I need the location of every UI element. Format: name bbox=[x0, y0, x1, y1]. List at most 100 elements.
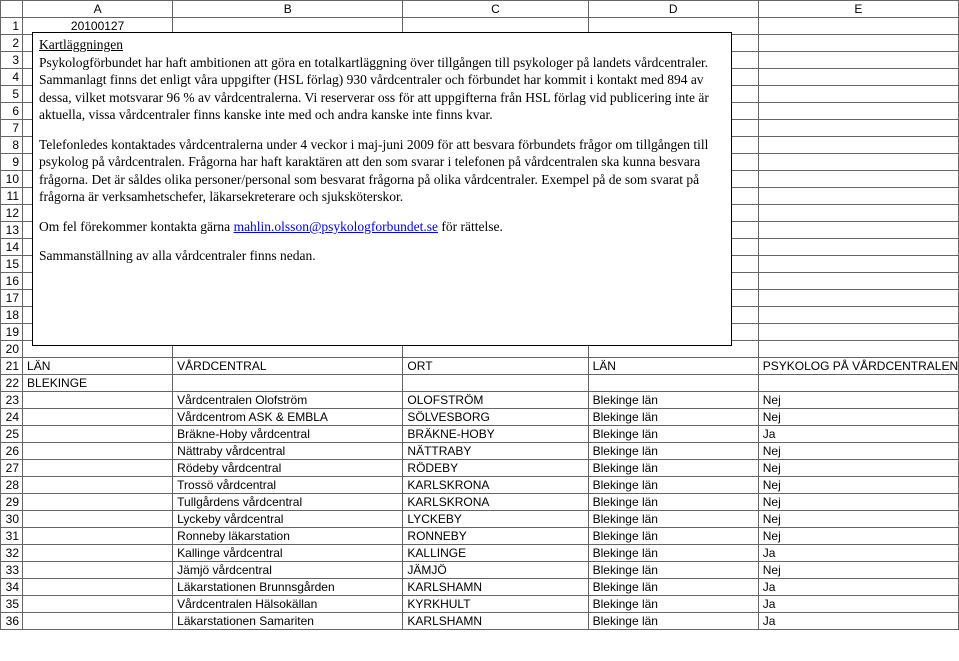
row-header[interactable]: 32 bbox=[1, 545, 23, 562]
row-header[interactable]: 14 bbox=[1, 239, 23, 256]
cell[interactable] bbox=[758, 341, 958, 358]
cell-ort[interactable]: BRÄKNE-HOBY bbox=[403, 426, 588, 443]
cell-vardcentral[interactable]: Bräkne-Hoby vårdcentral bbox=[173, 426, 403, 443]
row-header[interactable]: 5 bbox=[1, 86, 23, 103]
cell-ort[interactable]: KARLSKRONA bbox=[403, 477, 588, 494]
cell-psykolog[interactable]: Nej bbox=[758, 392, 958, 409]
cell-vardcentral[interactable]: Läkarstationen Brunnsgården bbox=[173, 579, 403, 596]
region-blekinge[interactable]: BLEKINGE bbox=[23, 375, 173, 392]
row-header[interactable]: 26 bbox=[1, 443, 23, 460]
row-header[interactable]: 35 bbox=[1, 596, 23, 613]
cell-ort[interactable]: KARLSHAMN bbox=[403, 579, 588, 596]
cell[interactable] bbox=[588, 375, 758, 392]
cell[interactable] bbox=[758, 324, 958, 341]
row-header[interactable]: 10 bbox=[1, 171, 23, 188]
cell[interactable] bbox=[23, 562, 173, 579]
hdr-lan[interactable]: LÄN bbox=[23, 358, 173, 375]
cell[interactable] bbox=[23, 460, 173, 477]
cell-lan[interactable]: Blekinge län bbox=[588, 477, 758, 494]
cell[interactable] bbox=[758, 307, 958, 324]
cell[interactable] bbox=[758, 154, 958, 171]
cell[interactable] bbox=[758, 222, 958, 239]
cell-lan[interactable]: Blekinge län bbox=[588, 443, 758, 460]
cell-lan[interactable]: Blekinge län bbox=[588, 460, 758, 477]
cell[interactable] bbox=[758, 171, 958, 188]
cell-psykolog[interactable]: Ja bbox=[758, 545, 958, 562]
row-header[interactable]: 25 bbox=[1, 426, 23, 443]
cell[interactable] bbox=[758, 35, 958, 52]
row-header[interactable]: 19 bbox=[1, 324, 23, 341]
cell[interactable] bbox=[23, 494, 173, 511]
cell[interactable] bbox=[758, 239, 958, 256]
cell-psykolog[interactable]: Ja bbox=[758, 596, 958, 613]
cell-psykolog[interactable]: Nej bbox=[758, 494, 958, 511]
cell-vardcentral[interactable]: Tullgårdens vårdcentral bbox=[173, 494, 403, 511]
col-header-E[interactable]: E bbox=[758, 1, 958, 18]
row-header[interactable]: 33 bbox=[1, 562, 23, 579]
cell-lan[interactable]: Blekinge län bbox=[588, 613, 758, 630]
row-header[interactable]: 1 bbox=[1, 18, 23, 35]
cell-psykolog[interactable]: Ja bbox=[758, 613, 958, 630]
row-header[interactable]: 15 bbox=[1, 256, 23, 273]
cell-psykolog[interactable]: Nej bbox=[758, 528, 958, 545]
cell-vardcentral[interactable]: Kallinge vårdcentral bbox=[173, 545, 403, 562]
cell[interactable] bbox=[23, 613, 173, 630]
cell-ort[interactable]: RÖDEBY bbox=[403, 460, 588, 477]
row-header[interactable]: 17 bbox=[1, 290, 23, 307]
cell[interactable] bbox=[23, 392, 173, 409]
cell-lan[interactable]: Blekinge län bbox=[588, 562, 758, 579]
cell-psykolog[interactable]: Nej bbox=[758, 409, 958, 426]
cell-psykolog[interactable]: Nej bbox=[758, 562, 958, 579]
hdr-psykolog[interactable]: PSYKOLOG PÅ VÅRDCENTRALEN bbox=[758, 358, 958, 375]
cell-psykolog[interactable]: Nej bbox=[758, 460, 958, 477]
row-header[interactable]: 30 bbox=[1, 511, 23, 528]
cell[interactable] bbox=[23, 426, 173, 443]
cell[interactable] bbox=[758, 137, 958, 154]
cell-lan[interactable]: Blekinge län bbox=[588, 579, 758, 596]
cell-vardcentral[interactable]: Lyckeby vårdcentral bbox=[173, 511, 403, 528]
cell[interactable] bbox=[758, 18, 958, 35]
cell-lan[interactable]: Blekinge län bbox=[588, 545, 758, 562]
cell-lan[interactable]: Blekinge län bbox=[588, 494, 758, 511]
row-header[interactable]: 13 bbox=[1, 222, 23, 239]
cell-lan[interactable]: Blekinge län bbox=[588, 409, 758, 426]
row-header[interactable]: 23 bbox=[1, 392, 23, 409]
row-header[interactable]: 27 bbox=[1, 460, 23, 477]
cell-lan[interactable]: Blekinge län bbox=[588, 511, 758, 528]
row-header[interactable]: 9 bbox=[1, 154, 23, 171]
row-header[interactable]: 20 bbox=[1, 341, 23, 358]
cell[interactable] bbox=[758, 290, 958, 307]
cell-ort[interactable]: SÖLVESBORG bbox=[403, 409, 588, 426]
col-header-C[interactable]: C bbox=[403, 1, 588, 18]
cell-psykolog[interactable]: Nej bbox=[758, 443, 958, 460]
cell-ort[interactable]: KALLINGE bbox=[403, 545, 588, 562]
cell[interactable] bbox=[23, 409, 173, 426]
cell-ort[interactable]: NÄTTRABY bbox=[403, 443, 588, 460]
cell[interactable] bbox=[173, 375, 403, 392]
cell-lan[interactable]: Blekinge län bbox=[588, 528, 758, 545]
cell[interactable] bbox=[23, 545, 173, 562]
cell-lan[interactable]: Blekinge län bbox=[588, 596, 758, 613]
contact-email-link[interactable]: mahlin.olsson@psykologforbundet.se bbox=[234, 219, 438, 234]
cell-psykolog[interactable]: Ja bbox=[758, 426, 958, 443]
cell-psykolog[interactable]: Nej bbox=[758, 477, 958, 494]
cell[interactable] bbox=[758, 86, 958, 103]
cell[interactable] bbox=[758, 188, 958, 205]
col-header-A[interactable]: A bbox=[23, 1, 173, 18]
cell-ort[interactable]: KARLSHAMN bbox=[403, 613, 588, 630]
cell[interactable] bbox=[23, 511, 173, 528]
cell-ort[interactable]: KARLSKRONA bbox=[403, 494, 588, 511]
row-header[interactable]: 34 bbox=[1, 579, 23, 596]
row-header[interactable]: 28 bbox=[1, 477, 23, 494]
cell[interactable] bbox=[23, 579, 173, 596]
cell-ort[interactable]: LYCKEBY bbox=[403, 511, 588, 528]
row-header[interactable]: 18 bbox=[1, 307, 23, 324]
row-header[interactable]: 21 bbox=[1, 358, 23, 375]
row-header[interactable]: 36 bbox=[1, 613, 23, 630]
cell-vardcentral[interactable]: Vårdcentrom ASK & EMBLA bbox=[173, 409, 403, 426]
cell-lan[interactable]: Blekinge län bbox=[588, 392, 758, 409]
cell[interactable] bbox=[758, 69, 958, 86]
cell[interactable] bbox=[403, 375, 588, 392]
row-header[interactable]: 4 bbox=[1, 69, 23, 86]
cell-ort[interactable]: RONNEBY bbox=[403, 528, 588, 545]
